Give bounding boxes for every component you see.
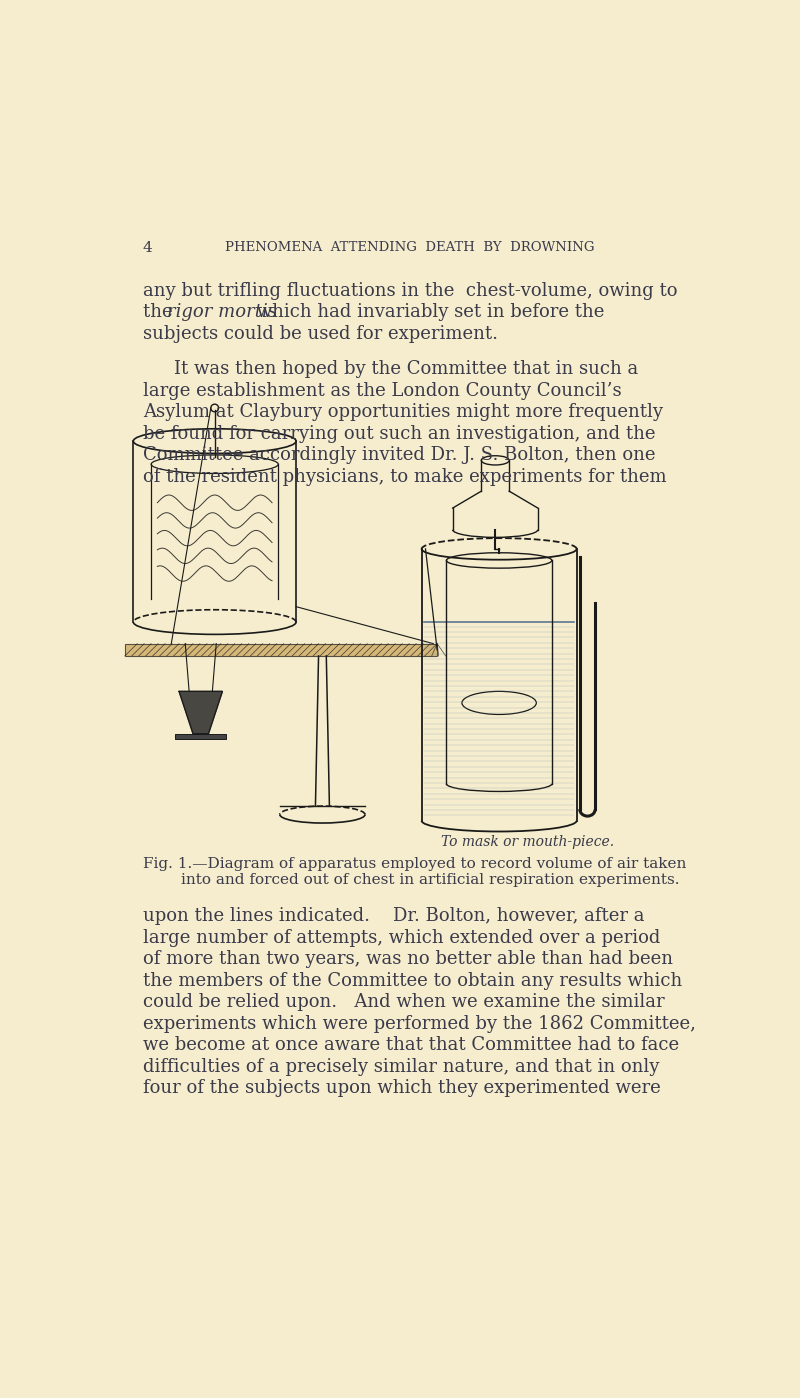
Text: rigor mortis: rigor mortis [167, 303, 278, 322]
Text: Committee accordingly invited Dr. J. S. Bolton, then one: Committee accordingly invited Dr. J. S. … [142, 446, 655, 464]
Text: we become at once aware that that Committee had to face: we become at once aware that that Commit… [142, 1036, 678, 1054]
Text: four of the subjects upon which they experimented were: four of the subjects upon which they exp… [142, 1079, 660, 1097]
Text: the: the [142, 303, 178, 322]
Text: large establishment as the London County Council’s: large establishment as the London County… [142, 382, 622, 400]
Text: 4: 4 [142, 240, 152, 254]
Bar [125, 643, 437, 656]
Text: which had invariably set in before the: which had invariably set in before the [251, 303, 605, 322]
Text: subjects could be used for experiment.: subjects could be used for experiment. [142, 324, 498, 343]
Text: of more than two years, was no better able than had been: of more than two years, was no better ab… [142, 951, 673, 967]
Text: into and forced out of chest in artificial respiration experiments.: into and forced out of chest in artifici… [182, 874, 680, 888]
Text: experiments which were performed by the 1862 Committee,: experiments which were performed by the … [142, 1015, 695, 1033]
Text: PHENOMENA  ATTENDING  DEATH  BY  DROWNING: PHENOMENA ATTENDING DEATH BY DROWNING [226, 240, 594, 254]
Text: any but trifling fluctuations in the  chest-volume, owing to: any but trifling fluctuations in the che… [142, 282, 677, 299]
Text: To mask or mouth-piece.: To mask or mouth-piece. [441, 835, 614, 849]
Text: It was then hoped by the Committee that in such a: It was then hoped by the Committee that … [174, 361, 638, 379]
Text: difficulties of a precisely similar nature, and that in only: difficulties of a precisely similar natu… [142, 1058, 659, 1076]
Text: upon the lines indicated.    Dr. Bolton, however, after a: upon the lines indicated. Dr. Bolton, ho… [142, 907, 644, 925]
Polygon shape [179, 692, 222, 734]
Text: Asylum at Claybury opportunities might more frequently: Asylum at Claybury opportunities might m… [142, 404, 662, 421]
Text: Fig. 1.—Diagram of apparatus employed to record volume of air taken: Fig. 1.—Diagram of apparatus employed to… [142, 857, 686, 871]
Bar [175, 734, 226, 740]
Text: large number of attempts, which extended over a period: large number of attempts, which extended… [142, 928, 660, 946]
Text: the members of the Committee to obtain any results which: the members of the Committee to obtain a… [142, 972, 682, 990]
Text: could be relied upon.   And when we examine the similar: could be relied upon. And when we examin… [142, 993, 664, 1011]
Text: be found for carrying out such an investigation, and the: be found for carrying out such an invest… [142, 425, 655, 443]
Text: of the resident physicians, to make experiments for them: of the resident physicians, to make expe… [142, 468, 666, 487]
